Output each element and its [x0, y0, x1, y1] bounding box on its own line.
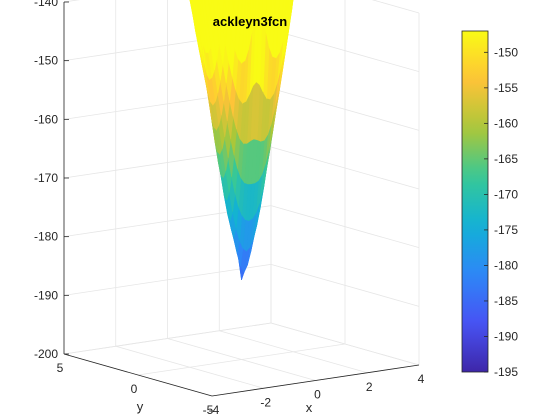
x-tick-label: 0: [314, 388, 321, 402]
grid-line: [63, 322, 272, 355]
z-tick-label: -200: [34, 347, 58, 361]
colorbar-scale: [461, 30, 489, 373]
surface-patch: [224, 0, 230, 19]
surface-patch: [258, 0, 263, 15]
grid-line: [371, 0, 420, 14]
z-axis-ticks: -140 -150 -160 -170 -180 -190 -200: [34, 0, 69, 361]
x-tick-label: 4: [418, 372, 425, 386]
grid-line: [137, 343, 346, 376]
colorbar-tick-label: -195: [494, 365, 518, 379]
x-tick-label: 2: [366, 380, 373, 394]
colorbar-tick-label: -165: [494, 152, 518, 166]
y-tick-label: 0: [131, 382, 138, 396]
x-axis-line: [211, 364, 420, 397]
surface-patch: [218, 0, 225, 24]
x-tick-label: -4: [209, 403, 220, 417]
z-tick-label: -170: [34, 171, 58, 185]
z-tick-label: -190: [34, 288, 58, 302]
y-tick-label: -5: [203, 403, 214, 417]
colorbar-tick-label: -175: [494, 223, 518, 237]
x-axis-label: x: [306, 400, 313, 415]
colorbar-tick-label: -185: [494, 294, 518, 308]
surface-patch: [212, 0, 219, 21]
z-tick-label: -140: [34, 0, 58, 9]
colorbar-tick-label: -170: [494, 187, 518, 201]
surface-patch: [231, 0, 235, 7]
x-axis-ticks: -4 -2 0 2 4: [209, 372, 425, 417]
surface-patch: [233, 0, 240, 19]
x-tick-label: -2: [260, 395, 271, 409]
chart-title: ackleyn3fcn: [213, 14, 287, 29]
surface-plot: [189, 0, 294, 280]
surface-patch: [261, 0, 268, 31]
colorbar: -150 -155 -160 -165 -170 -175 -180 -185 -190 -195: [461, 30, 518, 379]
surface-patch: [274, 0, 281, 19]
colorbar-tick-label: -155: [494, 81, 518, 95]
surface-patch: [208, 0, 213, 12]
surface-patch: [255, 0, 260, 15]
surface-patch: [247, 0, 250, 14]
colorbar-tick-label: -150: [494, 45, 518, 59]
colorbar-tick-label: -180: [494, 258, 518, 272]
colorbar-tick-label: -190: [494, 329, 518, 343]
y-axis-line: [63, 353, 213, 397]
y-axis-ticks: 5 0 -5: [57, 361, 214, 417]
y-axis-label: y: [137, 399, 144, 414]
colorbar-ticks: -150 -155 -160 -165 -170 -175 -180 -185 -190 -195: [484, 45, 518, 379]
z-tick-label: -160: [34, 112, 58, 126]
surface-patch: [273, 0, 276, 10]
y-tick-label: 5: [57, 361, 64, 375]
z-tick-label: -180: [34, 230, 58, 244]
colorbar-tick-label: -160: [494, 116, 518, 130]
z-tick-label: -150: [34, 54, 58, 68]
